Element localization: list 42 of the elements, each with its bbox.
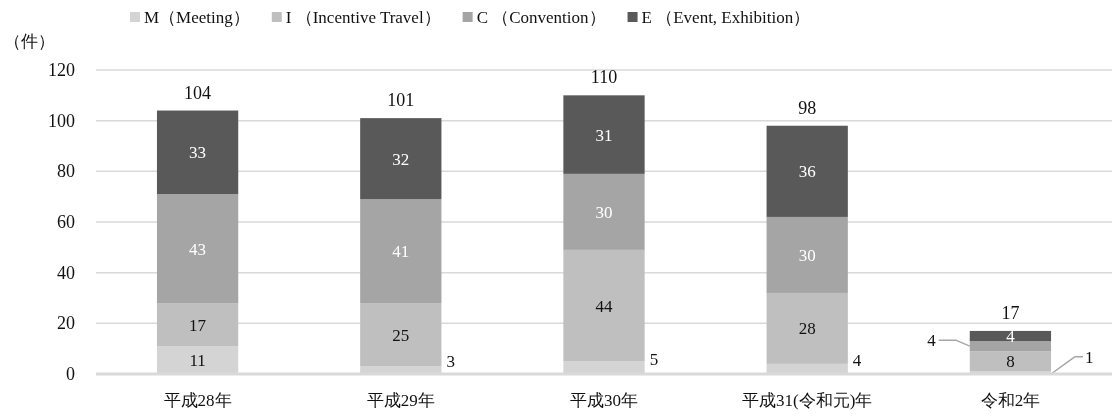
- data-label: 41: [392, 242, 410, 262]
- total-label: 101: [387, 90, 415, 111]
- data-label: 4: [1006, 327, 1016, 346]
- legend-label: I （Incentive Travel）: [285, 8, 441, 27]
- x-tick-label: 平成28年: [163, 391, 232, 410]
- data-label: 4: [927, 331, 937, 351]
- data-label: 28: [798, 319, 816, 339]
- x-tick-label: 平成30年: [570, 391, 638, 410]
- data-label: 32: [392, 149, 410, 169]
- y-tick-label: 80: [57, 161, 75, 182]
- data-label: 4: [852, 350, 862, 370]
- x-tick-label: 平成29年: [366, 391, 435, 410]
- y-tick-label: 120: [48, 60, 75, 80]
- y-tick-label: 60: [57, 212, 75, 232]
- legend-label: E （Event, Exhibition）: [641, 8, 811, 27]
- x-tick-label: 令和2年: [980, 391, 1041, 410]
- total-label: 110: [590, 67, 618, 88]
- data-label: 30: [798, 245, 816, 265]
- data-label: 33: [189, 143, 207, 163]
- data-label: 31: [595, 125, 613, 145]
- total-label: 104: [184, 82, 212, 103]
- data-label: 36: [798, 162, 816, 182]
- x-tick-label: 平成31(令和元)年: [742, 391, 873, 410]
- data-label: 17: [189, 315, 207, 335]
- data-label: 8: [1006, 352, 1015, 372]
- total-label: 17: [1001, 302, 1020, 323]
- y-tick-label: 100: [48, 110, 75, 131]
- data-label: 11: [189, 351, 206, 371]
- total-label: 98: [798, 97, 817, 118]
- data-label: 43: [189, 239, 207, 259]
- y-tick-label: 20: [57, 313, 75, 334]
- y-tick-label: 40: [57, 262, 75, 283]
- y-tick-label: 0: [66, 364, 75, 384]
- y-axis-title: （件）: [4, 32, 55, 51]
- data-label: 3: [446, 352, 455, 372]
- legend-label: C （Convention）: [476, 8, 606, 27]
- data-label: 44: [595, 296, 613, 316]
- data-label: 5: [649, 349, 659, 369]
- data-label: 25: [392, 325, 410, 345]
- legend-label: M（Meeting）: [144, 8, 250, 27]
- data-label: 30: [595, 202, 613, 222]
- data-label: 1: [1085, 347, 1094, 367]
